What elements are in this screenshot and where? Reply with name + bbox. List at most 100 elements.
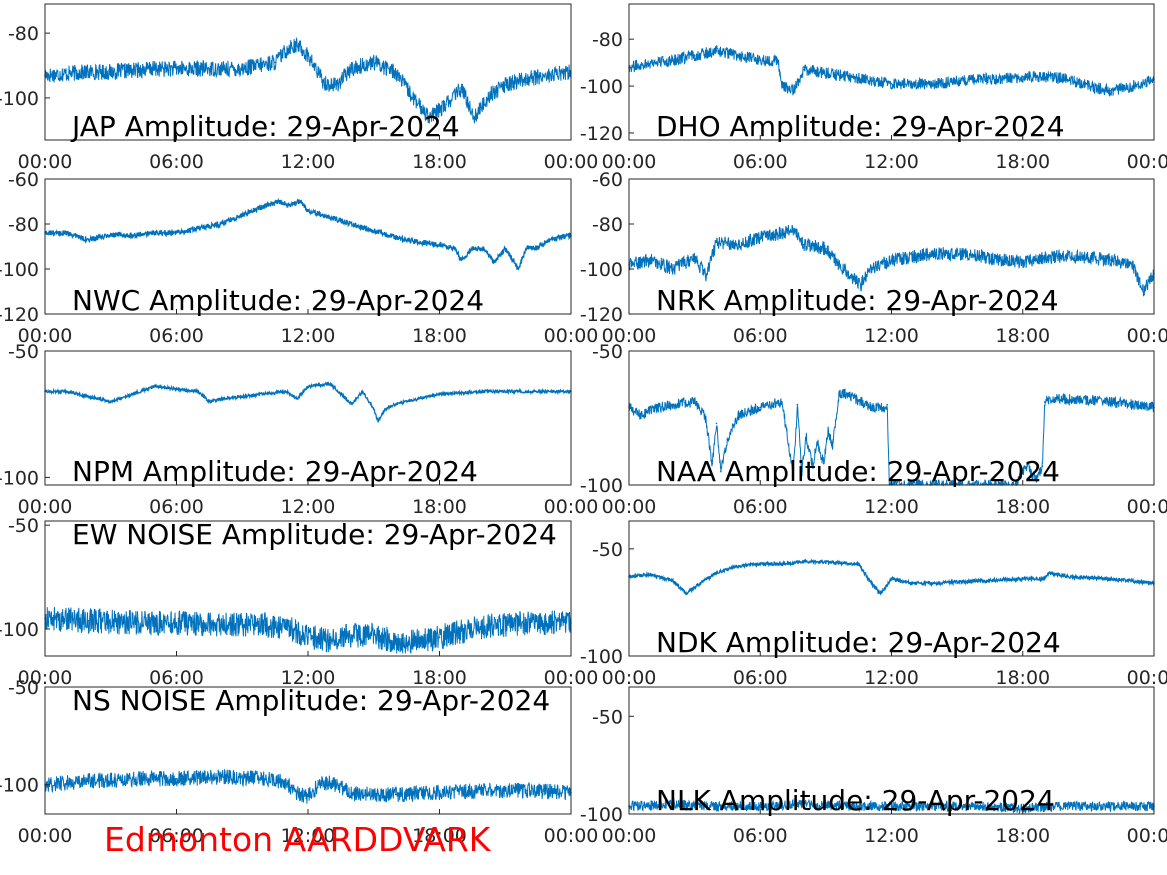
data-point xyxy=(639,414,641,417)
data-point xyxy=(517,268,520,270)
data-point xyxy=(526,622,528,624)
data-point xyxy=(110,71,112,73)
x-tick-label: 06:00 xyxy=(733,825,788,847)
x-tick-label: 06:00 xyxy=(149,151,204,173)
chart-title: DHO Amplitude: 29-Apr-2024 xyxy=(656,110,1065,143)
chart-title: NAA Amplitude: 29-Apr-2024 xyxy=(656,455,1060,488)
data-point xyxy=(296,791,298,794)
y-tick-label: -100 xyxy=(0,775,39,797)
data-point xyxy=(377,421,379,423)
data-point xyxy=(438,393,441,395)
data-point xyxy=(693,401,696,403)
data-point xyxy=(351,68,353,70)
data-point xyxy=(803,803,805,805)
data-point xyxy=(1109,401,1112,403)
data-point xyxy=(482,248,485,250)
y-tick-label: -120 xyxy=(580,123,623,145)
y-tick-label: -120 xyxy=(580,304,623,326)
data-point xyxy=(322,80,325,83)
data-point xyxy=(857,563,860,565)
data-point xyxy=(1087,85,1090,87)
data-point xyxy=(836,261,838,264)
data-point xyxy=(394,236,397,239)
x-tick-label: 00:00 xyxy=(18,825,73,847)
x-tick-label: 06:00 xyxy=(149,496,204,518)
series-line xyxy=(628,558,1155,596)
data-point xyxy=(715,422,718,425)
x-tick-label: 18:00 xyxy=(995,667,1050,689)
data-point xyxy=(373,408,375,411)
data-point xyxy=(934,82,937,85)
data-point xyxy=(711,462,713,465)
x-tick-label: 06:00 xyxy=(733,325,788,347)
data-point xyxy=(219,398,222,400)
series-line xyxy=(44,381,572,422)
data-point xyxy=(693,586,696,589)
data-point xyxy=(1065,575,1068,578)
data-point xyxy=(726,438,729,441)
x-tick-label: 18:00 xyxy=(995,151,1050,173)
data-point xyxy=(394,793,397,796)
data-point xyxy=(153,68,156,70)
data-point xyxy=(890,259,893,261)
chart-title: EW NOISE Amplitude: 29-Apr-2024 xyxy=(72,518,557,551)
data-point xyxy=(175,388,178,390)
data-point xyxy=(781,85,783,87)
data-point xyxy=(1035,478,1037,481)
data-point xyxy=(329,640,331,643)
x-tick-label: 18:00 xyxy=(995,825,1050,847)
data-point xyxy=(329,781,331,784)
data-point xyxy=(934,582,937,584)
chart-title: NWC Amplitude: 29-Apr-2024 xyxy=(72,284,484,317)
data-point xyxy=(296,398,298,400)
y-tick-label: -100 xyxy=(580,475,623,497)
data-point xyxy=(847,75,849,78)
data-point xyxy=(66,232,68,234)
data-point xyxy=(831,446,834,449)
data-point xyxy=(351,793,353,796)
data-point xyxy=(1065,78,1068,80)
data-point xyxy=(131,234,134,237)
x-tick-label: 12:00 xyxy=(864,325,919,347)
data-point xyxy=(263,205,266,207)
data-point xyxy=(88,395,90,398)
data-point xyxy=(241,395,244,398)
data-point xyxy=(912,582,915,584)
data-point xyxy=(759,236,762,239)
data-point xyxy=(526,390,528,393)
x-tick-label: 12:00 xyxy=(864,496,919,518)
data-point xyxy=(460,259,463,261)
chart-title: NDK Amplitude: 29-Apr-2024 xyxy=(656,626,1061,659)
data-point xyxy=(1065,254,1068,257)
y-tick-label: -50 xyxy=(8,515,39,537)
data-point xyxy=(329,383,331,385)
x-tick-label: 06:00 xyxy=(149,667,204,689)
data-point xyxy=(1022,578,1024,580)
x-tick-label: 18:00 xyxy=(412,496,467,518)
data-point xyxy=(131,778,134,780)
data-point xyxy=(1087,257,1090,259)
data-point xyxy=(978,805,980,807)
x-tick-label: 00:00 xyxy=(602,667,657,689)
data-point xyxy=(1109,805,1112,807)
data-point xyxy=(792,90,794,92)
y-tick-label: -80 xyxy=(592,29,623,51)
data-point xyxy=(1065,805,1068,807)
data-point xyxy=(890,805,893,807)
data-point xyxy=(153,232,156,234)
data-point xyxy=(1026,465,1028,468)
data-point xyxy=(978,78,980,80)
data-point xyxy=(438,636,441,639)
data-point xyxy=(1000,259,1002,261)
data-point xyxy=(803,68,805,71)
x-tick-label: 00:00 xyxy=(544,151,599,173)
data-point xyxy=(329,84,331,86)
data-point xyxy=(373,61,375,64)
data-point xyxy=(373,230,375,232)
data-point xyxy=(351,634,353,636)
y-tick-label: -100 xyxy=(580,804,623,826)
data-point xyxy=(344,787,347,790)
data-point xyxy=(1109,259,1112,261)
data-point xyxy=(1131,263,1133,266)
